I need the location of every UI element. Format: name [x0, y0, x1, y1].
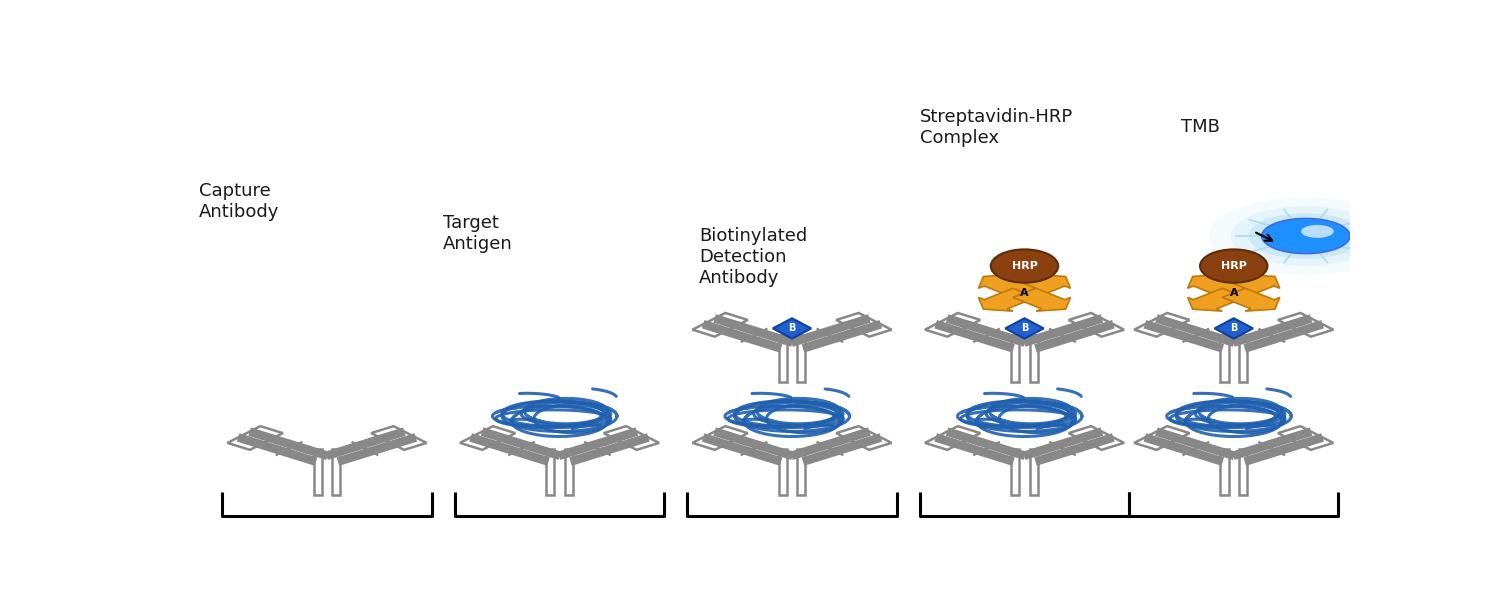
- Text: HRP: HRP: [1011, 261, 1038, 271]
- Polygon shape: [1222, 288, 1280, 311]
- Text: B: B: [1022, 323, 1028, 334]
- Text: Streptavidin-HRP
Complex: Streptavidin-HRP Complex: [920, 108, 1072, 147]
- Text: Capture
Antibody: Capture Antibody: [200, 182, 279, 221]
- Polygon shape: [1188, 275, 1245, 298]
- Polygon shape: [1215, 318, 1252, 338]
- Circle shape: [1248, 213, 1364, 259]
- Ellipse shape: [992, 250, 1058, 283]
- Polygon shape: [978, 288, 1036, 311]
- Text: HRP: HRP: [1221, 261, 1246, 271]
- Polygon shape: [1005, 318, 1044, 338]
- Text: B: B: [1230, 323, 1238, 334]
- Text: Biotinylated
Detection
Antibody: Biotinylated Detection Antibody: [699, 227, 807, 287]
- Ellipse shape: [1200, 250, 1268, 283]
- Polygon shape: [772, 318, 812, 338]
- Polygon shape: [1222, 275, 1280, 298]
- Polygon shape: [1013, 288, 1071, 311]
- Polygon shape: [1013, 275, 1071, 298]
- Polygon shape: [1188, 288, 1245, 311]
- Circle shape: [1209, 197, 1402, 275]
- Text: Target
Antigen: Target Antigen: [444, 214, 513, 253]
- Text: B: B: [789, 323, 795, 334]
- Text: A: A: [1230, 288, 1238, 298]
- Circle shape: [1230, 206, 1382, 266]
- Circle shape: [1262, 218, 1350, 254]
- Circle shape: [1300, 225, 1334, 238]
- Text: TMB: TMB: [1182, 118, 1221, 136]
- Polygon shape: [978, 275, 1036, 298]
- Text: A: A: [1020, 288, 1029, 298]
